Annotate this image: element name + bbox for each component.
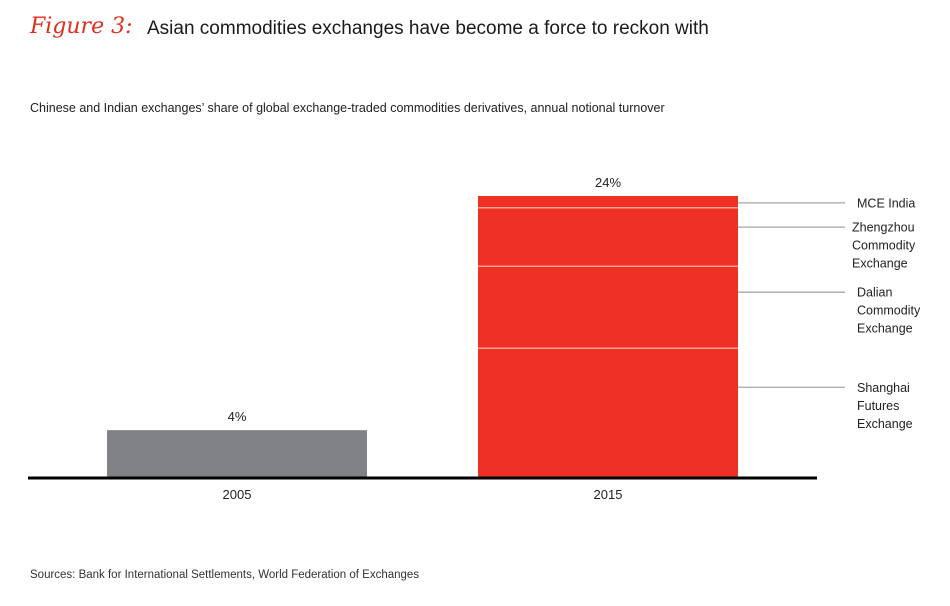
series-label: Shanghai Futures Exchange (857, 381, 913, 431)
bar-segment (478, 348, 738, 477)
chart-title: Asian commodities exchanges have become … (147, 18, 709, 39)
series-label: MCE India (857, 196, 915, 210)
series-label-line: Zhengzhou (852, 221, 915, 235)
category-label: 2005 (223, 487, 252, 502)
series-label-line: Shanghai (857, 381, 910, 395)
chart-subtitle: Chinese and Indian exchanges’ share of g… (30, 101, 665, 115)
series-label: Zhengzhou Commodity Exchange (852, 221, 916, 271)
bar-segment (478, 196, 738, 208)
series-label-line: Commodity (852, 239, 916, 253)
bar-segment (107, 430, 367, 477)
series-label-line: Dalian (857, 286, 892, 300)
series-label-line: Exchange (857, 417, 913, 431)
series-label-line: Commodity (857, 304, 921, 318)
bar-segment (478, 207, 738, 267)
series-label-line: Futures (857, 399, 899, 413)
total-label: 4% (228, 409, 247, 424)
series-label: Dalian Commodity Exchange (857, 286, 921, 336)
figure-label: Figure 3: (30, 14, 133, 39)
series-label-line: Exchange (857, 322, 913, 336)
category-label: 2015 (594, 487, 623, 502)
total-label: 24% (595, 175, 621, 190)
series-label-line: Exchange (852, 257, 908, 271)
source-note: Sources: Bank for International Settleme… (30, 569, 420, 581)
bar-segment (478, 266, 738, 349)
series-label-line: MCE India (857, 196, 915, 210)
